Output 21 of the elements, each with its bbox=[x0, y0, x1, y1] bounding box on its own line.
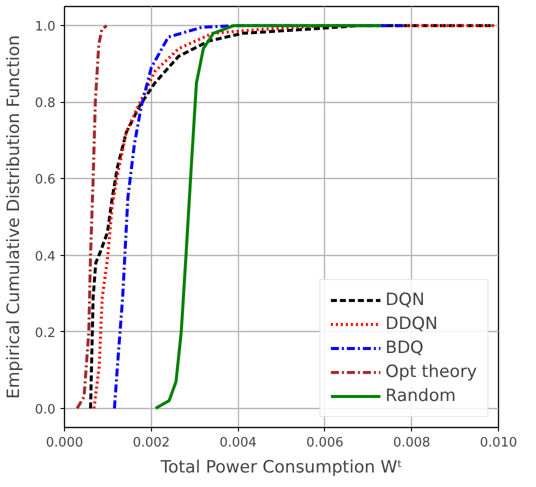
legend-label: Random bbox=[385, 386, 456, 406]
x-tick-label: 0.008 bbox=[393, 436, 430, 450]
y-tick-label: 1.0 bbox=[34, 20, 56, 35]
legend-label: Opt theory bbox=[385, 362, 477, 382]
y-axis-title: Empirical Cumulative Distribution Function bbox=[4, 35, 24, 399]
y-tick-label: 0.0 bbox=[34, 402, 56, 418]
x-tick-label: 0.004 bbox=[219, 436, 257, 450]
line-series bbox=[154, 24, 383, 410]
legend-label: DDQN bbox=[385, 314, 438, 334]
legend-label: DQN bbox=[385, 290, 425, 310]
y-tick-label: 0.4 bbox=[34, 249, 56, 264]
y-tick-label: 0.2 bbox=[34, 326, 56, 341]
x-axis-title: Total Power Consumption Wᵗ bbox=[160, 458, 402, 478]
x-tick-label: 0.002 bbox=[132, 436, 170, 450]
line-series bbox=[76, 24, 108, 410]
legend-label: BDQ bbox=[385, 338, 424, 358]
y-tick-label: 0.6 bbox=[34, 172, 56, 188]
x-tick-label: 0.006 bbox=[306, 436, 344, 450]
y-tick-label: 0.8 bbox=[34, 96, 56, 112]
x-tick-label: 0.000 bbox=[46, 436, 84, 450]
x-tick-label: 0.010 bbox=[480, 436, 518, 450]
